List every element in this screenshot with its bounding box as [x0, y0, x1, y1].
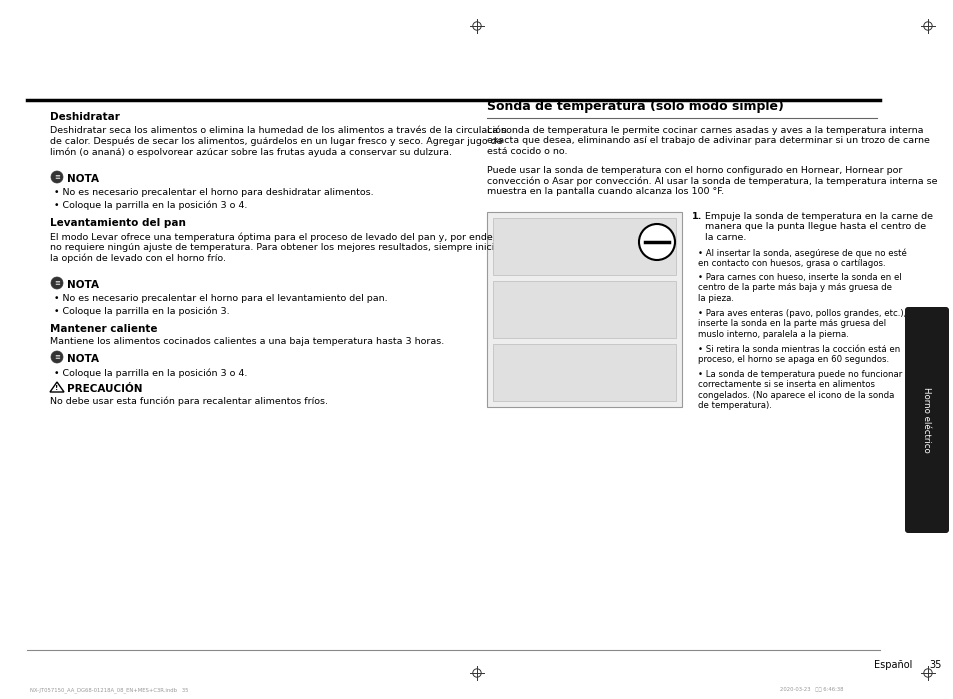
Text: NX-JT057150_AA_DG68-01218A_08_EN+MES+C3R.indb   35: NX-JT057150_AA_DG68-01218A_08_EN+MES+C3R… — [30, 687, 189, 693]
Circle shape — [51, 351, 63, 363]
Text: Levantamiento del pan: Levantamiento del pan — [50, 218, 186, 228]
Text: El modo Levar ofrece una temperatura óptima para el proceso de levado del pan y,: El modo Levar ofrece una temperatura ópt… — [50, 232, 499, 263]
Text: Sonda de temperatura (solo modo simple): Sonda de temperatura (solo modo simple) — [486, 100, 783, 113]
Bar — [493, 218, 676, 275]
Text: NOTA: NOTA — [67, 354, 99, 364]
Text: Mantiene los alimentos cocinados calientes a una baja temperatura hasta 3 horas.: Mantiene los alimentos cocinados calient… — [50, 337, 444, 346]
Circle shape — [639, 224, 675, 260]
Text: ≡: ≡ — [54, 354, 60, 360]
Text: Deshidratar seca los alimentos o elimina la humedad de los alimentos a través de: Deshidratar seca los alimentos o elimina… — [50, 126, 506, 157]
Text: Deshidratar: Deshidratar — [50, 112, 120, 122]
Text: Puede usar la sonda de temperatura con el horno configurado en Hornear, Hornear : Puede usar la sonda de temperatura con e… — [486, 166, 937, 196]
Text: PRECAUCIÓN: PRECAUCIÓN — [67, 384, 142, 394]
Text: 2020-03-23   오전 6:46:38: 2020-03-23 오전 6:46:38 — [780, 687, 842, 692]
Text: • Para aves enteras (pavo, pollos grandes, etc.),
inserte la sonda en la parte m: • Para aves enteras (pavo, pollos grande… — [698, 309, 905, 339]
Text: • Al insertar la sonda, asegúrese de que no esté
en contacto con huesos, grasa o: • Al insertar la sonda, asegúrese de que… — [698, 248, 906, 268]
Text: 35: 35 — [928, 660, 941, 670]
Text: • Coloque la parrilla en la posición 3 o 4.: • Coloque la parrilla en la posición 3 o… — [54, 200, 247, 210]
Bar — [486, 212, 681, 407]
Text: • Si retira la sonda mientras la cocción está en
proceso, el horno se apaga en 6: • Si retira la sonda mientras la cocción… — [698, 345, 900, 364]
Text: Mantener caliente: Mantener caliente — [50, 324, 157, 334]
Text: !: ! — [55, 385, 58, 391]
Text: • La sonda de temperatura puede no funcionar
correctamente si se inserta en alim: • La sonda de temperatura puede no funci… — [698, 370, 902, 410]
Circle shape — [51, 277, 63, 289]
FancyBboxPatch shape — [904, 307, 948, 533]
Bar — [493, 344, 676, 401]
Text: • Para carnes con hueso, inserte la sonda en el
centro de la parte más baja y má: • Para carnes con hueso, inserte la sond… — [698, 273, 901, 303]
Text: 1.: 1. — [691, 212, 701, 221]
Text: • Coloque la parrilla en la posición 3 o 4.: • Coloque la parrilla en la posición 3 o… — [54, 368, 247, 377]
Text: • No es necesario precalentar el horno para el levantamiento del pan.: • No es necesario precalentar el horno p… — [54, 294, 387, 303]
Text: NOTA: NOTA — [67, 280, 99, 290]
Text: No debe usar esta función para recalentar alimentos fríos.: No debe usar esta función para recalenta… — [50, 396, 328, 405]
Text: ≡: ≡ — [54, 174, 60, 180]
Text: • No es necesario precalentar el horno para deshidratar alimentos.: • No es necesario precalentar el horno p… — [54, 188, 374, 197]
Text: • Coloque la parrilla en la posición 3.: • Coloque la parrilla en la posición 3. — [54, 306, 230, 315]
Text: Horno eléctrico: Horno eléctrico — [922, 387, 930, 453]
Text: Empuje la sonda de temperatura en la carne de
manera que la punta llegue hasta e: Empuje la sonda de temperatura en la car… — [704, 212, 932, 242]
Text: La sonda de temperatura le permite cocinar carnes asadas y aves a la temperatura: La sonda de temperatura le permite cocin… — [486, 126, 929, 156]
Text: NOTA: NOTA — [67, 174, 99, 184]
Text: ≡: ≡ — [54, 280, 60, 286]
Bar — [493, 281, 676, 338]
Circle shape — [51, 171, 63, 183]
Text: Español: Español — [873, 660, 911, 670]
